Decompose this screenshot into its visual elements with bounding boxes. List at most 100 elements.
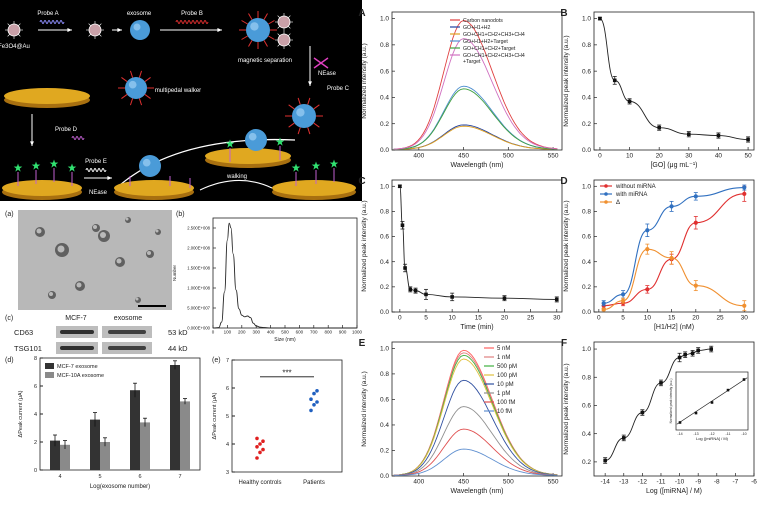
data-point — [424, 292, 428, 297]
multipedal-leg — [144, 77, 151, 82]
legend-marker — [604, 200, 608, 204]
label-multipedal-walker: multipedal walker — [155, 88, 201, 94]
x-tick-label: -10 — [675, 479, 685, 486]
attached-particle-1-ligand — [277, 15, 280, 18]
gold-electrode-bottom-left — [2, 180, 82, 196]
panel-letter-E: E — [359, 338, 366, 349]
walker-leg — [313, 104, 320, 110]
legend-label: 10 fM — [497, 409, 512, 415]
attached-particle-2 — [277, 33, 291, 47]
x-tick-label: 450 — [458, 153, 469, 160]
data-point — [716, 133, 721, 138]
arrow-return — [119, 138, 296, 186]
y-tick-label: 0.6 — [380, 397, 389, 404]
y-tick-label: 5 — [226, 414, 229, 420]
y-tick-label: 0.8 — [380, 371, 389, 378]
attached-particle-1 — [277, 15, 291, 29]
tem-vesicle-center — [100, 232, 106, 238]
western-band-size: 44 kD — [168, 344, 188, 353]
legend-marker — [604, 184, 608, 188]
particle-with-probe-a-ligand — [99, 23, 102, 26]
tem-vesicle-center — [125, 217, 129, 221]
plot-frame — [391, 341, 563, 477]
attached-particle-1-ligand — [277, 26, 280, 29]
panel-letter-e: (e) — [212, 357, 221, 364]
data-point — [693, 194, 698, 199]
chart-F: -14 -13 -12 -11 -10 -9 -8 -7 -6 0.2 0.4 0.6 0.8 1.0 Lo… — [563, 341, 757, 495]
x-tick-label: 20 — [692, 315, 700, 322]
y-tick-label: 0.4 — [380, 95, 389, 102]
multipedal-leg — [121, 77, 128, 82]
x-tick-label: -9 — [695, 479, 701, 486]
data-point — [620, 298, 626, 303]
inset-x-tick-label: -14 — [677, 432, 682, 436]
walker-leg — [288, 104, 295, 110]
x-axis-label: Log ([miRNA] / M) — [646, 488, 702, 495]
arrow-walking — [199, 179, 273, 191]
data-point — [645, 287, 650, 292]
exosome-sphere-highlight — [133, 23, 141, 31]
plot-frame — [593, 11, 755, 151]
fe3o4-au-particle-ligand — [7, 34, 10, 37]
scatter-point — [309, 408, 313, 413]
arrow-step5-head — [30, 141, 34, 146]
multipedal-leg — [129, 98, 134, 106]
tem-vesicle-center — [57, 245, 65, 253]
chart-A: 400 450 500 550 0.0 0.2 0.4 0.6 0.8 1.0 Wavelength… — [361, 11, 563, 169]
y-tick-label: 0.8 — [380, 42, 389, 49]
y-tick-label: 0.8 — [380, 209, 389, 216]
bar — [50, 440, 60, 470]
tem-vesicle-center — [147, 251, 151, 255]
particle-with-probe-a — [88, 23, 102, 37]
western-column-mcf7: MCF-7 — [65, 315, 86, 322]
scatter-point — [258, 442, 262, 446]
x-tick-label: 800 — [324, 330, 332, 335]
chart-e: 3 4 5 6 7 ΔPeak current (μA) Healthy controls P… — [212, 358, 343, 486]
x-axis-label: Wavelength (nm) — [450, 488, 503, 495]
scatter-point — [312, 403, 316, 407]
x-tick-label: 300 — [252, 330, 260, 335]
data-point — [687, 132, 691, 137]
inset-x-tick-label: -10 — [741, 432, 746, 436]
fluorophore-star-icon — [67, 163, 77, 172]
x-tick-label: 20 — [656, 153, 664, 160]
x-tick-label: 20 — [501, 315, 509, 322]
scatter-point — [315, 400, 319, 404]
probe-b-leg — [241, 20, 248, 25]
panel-letter-d: (d) — [5, 357, 14, 364]
probe-e-strand — [85, 168, 107, 172]
spectrum-line — [393, 38, 558, 150]
multipedal-leg — [129, 70, 134, 78]
x-tick-label: 5 — [621, 315, 625, 322]
chart-D: 0 5 10 15 20 25 30 0.0 0.2 0.4 0.6 0.8 1.0 [H1/H2] (n… — [563, 179, 755, 331]
data-point — [742, 185, 747, 190]
x-tick-label: 4 — [58, 474, 61, 480]
label-fe3o4-au: Fe3O4@Au — [0, 44, 30, 50]
data-point — [502, 296, 507, 300]
data-point — [677, 355, 682, 360]
y-tick-label: 0.6 — [582, 68, 591, 75]
legend-label: 500 pM — [497, 364, 517, 370]
y-tick-label: 0 — [34, 468, 37, 474]
label-probe-b: Probe B — [181, 11, 203, 17]
panel-letter-C: C — [358, 176, 365, 187]
spectrum-line — [393, 406, 558, 476]
spectrum-line — [393, 20, 558, 150]
inset-data-point — [726, 388, 730, 392]
data-point — [408, 287, 413, 292]
x-tick-label: 200 — [238, 330, 246, 335]
y-tick-label: 0.6 — [582, 403, 591, 410]
y-tick-label: 1.0 — [380, 346, 389, 353]
y-tick-label: 1.0 — [582, 16, 591, 23]
y-tick-label: 0.8 — [582, 374, 591, 381]
x-tick-label: 0 — [212, 330, 215, 335]
data-point — [601, 307, 606, 312]
fluorophore-star-icon — [31, 161, 41, 170]
walker-leg — [297, 127, 301, 135]
x-tick-label: 7 — [178, 474, 181, 480]
western-blot: MCF-7 exosome CD63 53 kD TSG101 44 kD — [14, 315, 188, 354]
spectrum-line — [393, 352, 558, 476]
inset-x-axis-label: Log ([miRNA] / M) — [696, 436, 729, 441]
legend-label: GO+CH1+CH2+CH3+CH4 — [463, 32, 525, 38]
x-tick-label: 100 — [224, 330, 232, 335]
